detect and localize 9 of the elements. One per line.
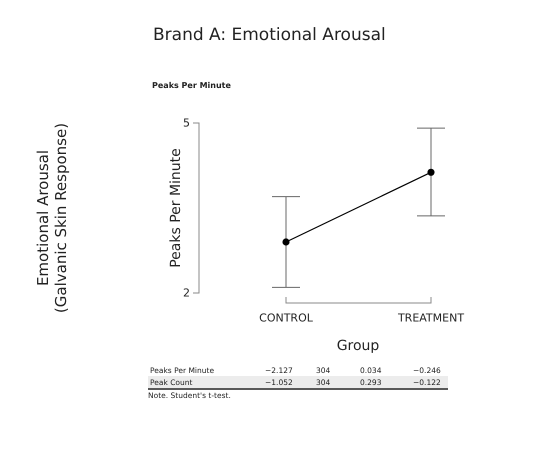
x-tick-label: CONTROL	[259, 311, 314, 324]
y-tick-label: 5	[183, 116, 190, 130]
x-tick-label: TREATMENT	[396, 311, 464, 324]
chart-subtitle: Peaks Per Minute	[152, 81, 232, 90]
chart-title: Brand A: Emotional Arousal	[153, 25, 386, 45]
y-tick-label: 2	[183, 286, 190, 300]
text: Emotional Arousal (Galvanic Skin Response)	[34, 122, 70, 314]
y-axis-title: Peaks Per Minute	[168, 148, 184, 268]
x-axis-title: Group	[336, 338, 380, 354]
